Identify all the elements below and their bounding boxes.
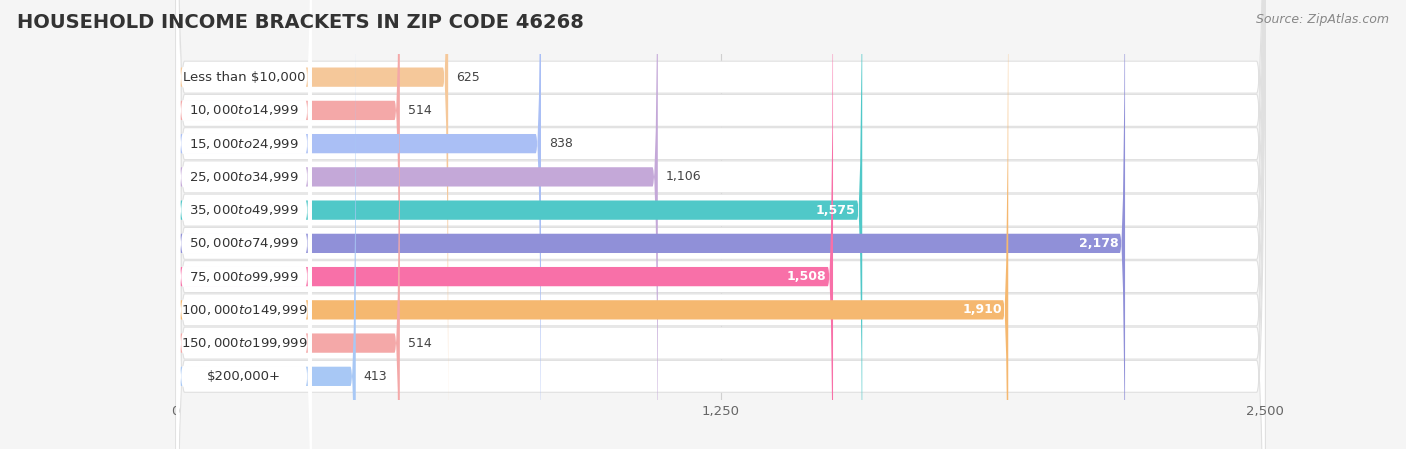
FancyBboxPatch shape [177,0,312,449]
Text: Less than $10,000: Less than $10,000 [183,70,305,84]
Text: 514: 514 [408,337,432,350]
FancyBboxPatch shape [176,0,1265,449]
FancyBboxPatch shape [176,0,1265,449]
FancyBboxPatch shape [176,0,1265,449]
FancyBboxPatch shape [176,0,1265,449]
FancyBboxPatch shape [177,0,312,449]
Text: $100,000 to $149,999: $100,000 to $149,999 [181,303,308,317]
FancyBboxPatch shape [176,0,1265,449]
Text: 1,508: 1,508 [787,270,827,283]
FancyBboxPatch shape [177,0,312,449]
Text: $75,000 to $99,999: $75,000 to $99,999 [190,269,299,284]
FancyBboxPatch shape [176,0,1265,449]
FancyBboxPatch shape [176,0,862,449]
FancyBboxPatch shape [177,0,312,449]
FancyBboxPatch shape [176,0,541,449]
Text: HOUSEHOLD INCOME BRACKETS IN ZIP CODE 46268: HOUSEHOLD INCOME BRACKETS IN ZIP CODE 46… [17,13,583,32]
FancyBboxPatch shape [176,0,399,449]
FancyBboxPatch shape [176,0,1008,449]
FancyBboxPatch shape [177,0,312,449]
Text: 514: 514 [408,104,432,117]
FancyBboxPatch shape [177,0,312,449]
Text: $200,000+: $200,000+ [207,370,281,383]
FancyBboxPatch shape [176,0,658,449]
FancyBboxPatch shape [177,0,312,449]
FancyBboxPatch shape [176,0,832,449]
Text: $150,000 to $199,999: $150,000 to $199,999 [181,336,308,350]
Text: 413: 413 [364,370,387,383]
Text: 2,178: 2,178 [1078,237,1119,250]
FancyBboxPatch shape [177,0,312,449]
Text: 625: 625 [456,70,479,84]
Text: 1,106: 1,106 [665,170,702,183]
Text: $15,000 to $24,999: $15,000 to $24,999 [190,136,299,150]
Text: $10,000 to $14,999: $10,000 to $14,999 [190,103,299,117]
FancyBboxPatch shape [177,0,312,449]
FancyBboxPatch shape [176,0,1125,449]
Text: 1,910: 1,910 [962,304,1001,317]
FancyBboxPatch shape [177,0,312,449]
FancyBboxPatch shape [176,0,399,449]
FancyBboxPatch shape [176,0,1265,449]
Text: $50,000 to $74,999: $50,000 to $74,999 [190,236,299,251]
Text: Source: ZipAtlas.com: Source: ZipAtlas.com [1256,13,1389,26]
FancyBboxPatch shape [176,0,356,449]
FancyBboxPatch shape [176,0,1265,449]
Text: 1,575: 1,575 [815,204,856,216]
FancyBboxPatch shape [176,0,1265,449]
FancyBboxPatch shape [176,0,1265,449]
Text: $35,000 to $49,999: $35,000 to $49,999 [190,203,299,217]
Text: $25,000 to $34,999: $25,000 to $34,999 [190,170,299,184]
Text: 838: 838 [548,137,572,150]
FancyBboxPatch shape [176,0,449,449]
